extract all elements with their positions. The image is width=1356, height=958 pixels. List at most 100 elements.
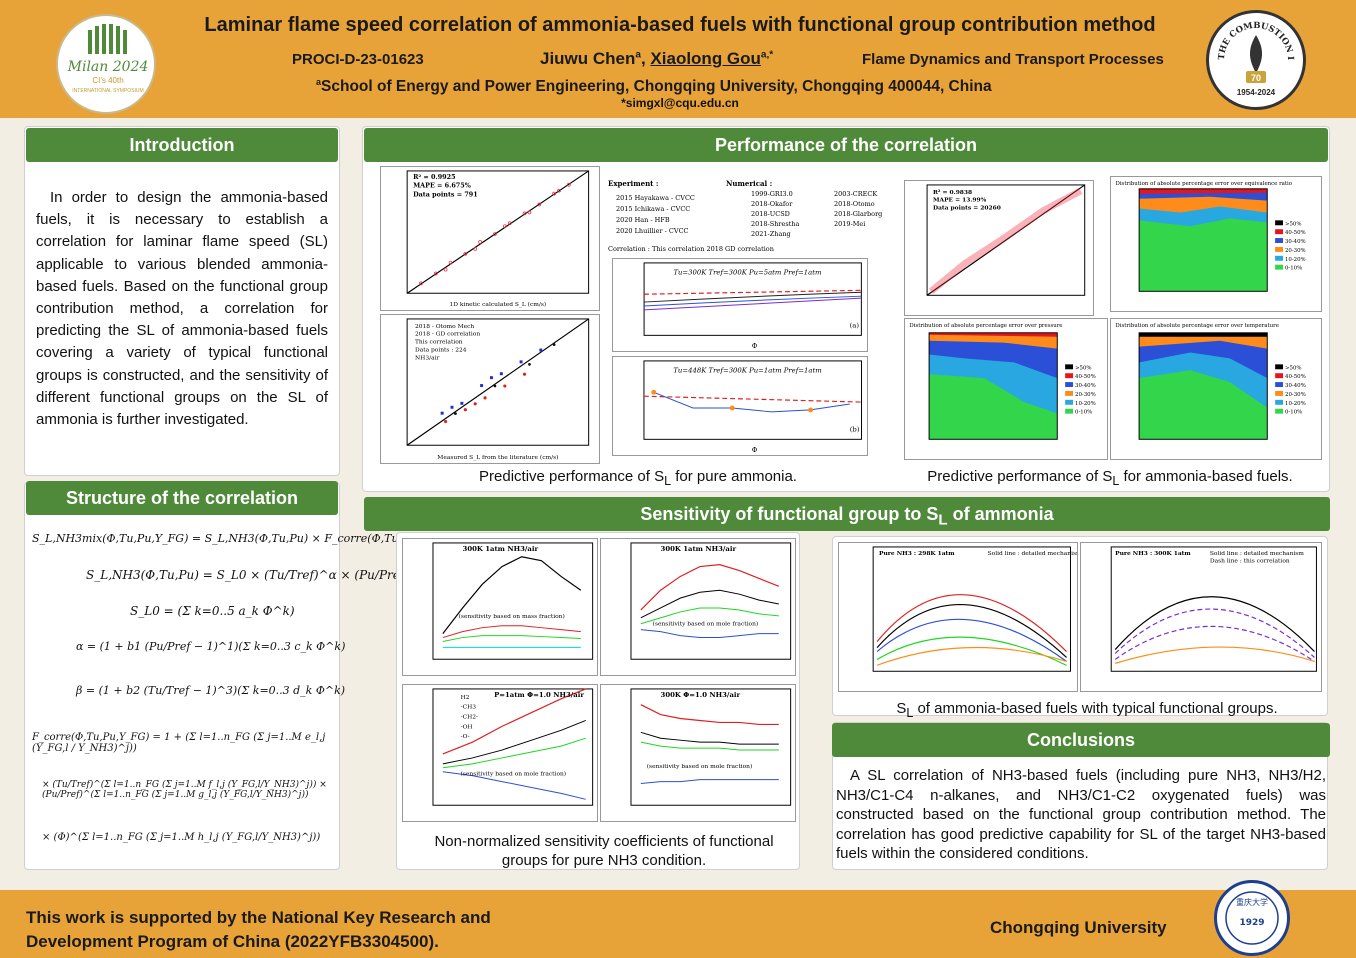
svg-text:30-40%: 30-40% [1075, 383, 1096, 389]
svg-text:0-10%: 0-10% [1075, 410, 1092, 416]
error-dist-pressure: Distribution of absolute percentage erro… [904, 318, 1108, 460]
sensitivity-title: Sensitivity of functional group to SL of… [364, 497, 1330, 531]
funding-note: This work is supported by the National K… [26, 908, 491, 951]
conclusions-text: A SL correlation of NH3-based fuels (inc… [836, 767, 1326, 862]
performance-caption-right: Predictive performance of SL for ammonia… [927, 468, 1293, 488]
equation-6: F_corre(Φ,Tu,Pu,Y_FG) = 1 + (Σ l=1..n_FG… [32, 732, 326, 754]
svg-text:(sensitivity based on mole fra: (sensitivity based on mole fraction) [461, 771, 567, 778]
svg-text:NH3/air: NH3/air [415, 355, 439, 361]
sensitivity-plot-b: 300K 1atm NH3/air (sensitivity based on … [600, 538, 796, 676]
poster-title: Laminar flame speed correlation of ammon… [204, 14, 1156, 36]
svg-text:2020 Han - HFB: 2020 Han - HFB [616, 216, 670, 224]
parity-plot-pure-nh3: R² = 0.9925 MAPE = 6.675% Data points = … [380, 166, 600, 311]
introduction-panel [24, 126, 340, 476]
svg-text:2018 - Otomo Mech: 2018 - Otomo Mech [415, 324, 474, 330]
sensitivity-plot-c: H2 -CH3 -CH2- -OH -O- P=1atm Φ=1.0 NH3/a… [402, 684, 598, 822]
svg-text:-CH2-: -CH2- [461, 715, 478, 721]
svg-text:2019-Mei: 2019-Mei [834, 220, 865, 228]
svg-text:-OH: -OH [461, 724, 473, 730]
svg-text:Data points = 791: Data points = 791 [413, 191, 478, 199]
svg-text:MAPE = 13.99%: MAPE = 13.99% [933, 197, 987, 204]
equation-1: S_L,NH3mix(Φ,Tu,Pu,Y_FG) = S_L,NH3(Φ,Tu,… [32, 532, 454, 545]
svg-text:20-30%: 20-30% [1075, 392, 1096, 398]
svg-text:2015 Hayakawa - CVCC: 2015 Hayakawa - CVCC [616, 194, 695, 202]
svg-text:>50%: >50% [1075, 365, 1092, 371]
error-dist-temperature: Distribution of absolute percentage erro… [1110, 318, 1322, 460]
introduction-text: In order to design the ammonia-based fue… [36, 189, 328, 429]
svg-text:Pure NH3 : 300K 1atm: Pure NH3 : 300K 1atm [1115, 550, 1191, 557]
equation-3: S_L0 = (Σ k=0..5 a_k Φ^k) [130, 604, 295, 618]
svg-text:300K 1atm NH3/air: 300K 1atm NH3/air [463, 545, 539, 553]
performance-legend: Experiment : 2015 Hayakawa - CVCC 2015 I… [606, 176, 892, 256]
equation-7: × (Tu/Tref)^(Σ l=1..n_FG (Σ j=1..M f_l,j… [42, 780, 327, 800]
header-banner [0, 0, 1356, 118]
authors: Jiuwu Chena, Xiaolong Goua,* [540, 49, 774, 68]
flame-speed-plot-right: Pure NH3 : 300K 1atm Solid line : detail… [1080, 542, 1322, 692]
svg-text:0-10%: 0-10% [1285, 410, 1302, 416]
svg-text:Solid line : detailed mechanis: Solid line : detailed mechanism [1210, 551, 1304, 557]
svg-text:-CH3: -CH3 [461, 705, 477, 711]
svg-text:Tu=300K Tref=300K Pu=5atm P: Tu=300K Tref=300K Pu=5atm Pref=1atm [673, 269, 822, 277]
svg-text:30-40%: 30-40% [1285, 239, 1306, 245]
svg-text:(b): (b) [850, 425, 860, 433]
svg-text:-O-: -O- [461, 734, 470, 740]
svg-text:10-20%: 10-20% [1075, 401, 1096, 407]
svg-text:This correlation: This correlation [415, 340, 463, 346]
svg-text:R² = 0.9925: R² = 0.9925 [413, 173, 455, 181]
svg-text:40-50%: 40-50% [1285, 374, 1306, 380]
svg-text:20-30%: 20-30% [1285, 248, 1306, 254]
svg-text:300K Φ=1.0 NH3/air: 300K Φ=1.0 NH3/air [661, 691, 741, 699]
svg-text:2018-Otomo: 2018-Otomo [834, 200, 875, 208]
svg-text:Distribution of absolute perce: Distribution of absolute percentage erro… [1115, 323, 1278, 329]
svg-text:(sensitivity based on mole fra: (sensitivity based on mole fraction) [653, 621, 759, 628]
svg-text:MAPE = 6.675%: MAPE = 6.675% [413, 182, 471, 190]
svg-text:300K 1atm NH3/air: 300K 1atm NH3/air [661, 545, 737, 553]
svg-text:Correlation : This correlatio: Correlation : This correlation 2018 GD c… [608, 245, 774, 253]
svg-text:>50%: >50% [1285, 365, 1302, 371]
flame-speed-plot-left: Pure NH3 : 298K 1atm Solid line : detail… [838, 542, 1078, 692]
equation-4: α = (1 + b1 (Pu/Pref − 1)^1)(Σ k=0..3 c_… [76, 640, 346, 653]
svg-text:1D kinetic calculated S_L (cm/: 1D kinetic calculated S_L (cm/s) [450, 301, 547, 308]
temperature-exponent-plot: Tu=448K Tref=300K Pu=1atm Pref=1atm (b) … [612, 356, 868, 456]
svg-text:Milan 2024: Milan 2024 [67, 59, 149, 75]
svg-text:Tu=448K Tref=300K Pu=1atm P: Tu=448K Tref=300K Pu=1atm Pref=1atm [673, 367, 822, 375]
university-name: Chongqing University [990, 918, 1167, 937]
pressure-exponent-plot: Tu=300K Tref=300K Pu=5atm Pref=1atm (a) … [612, 258, 868, 352]
svg-text:2003-CRECK: 2003-CRECK [834, 190, 877, 198]
svg-text:2018 - GD correlation: 2018 - GD correlation [415, 332, 480, 338]
svg-text:1999-GRI3.0: 1999-GRI3.0 [751, 190, 793, 198]
structure-panel [24, 482, 340, 870]
footer-banner [0, 890, 1356, 958]
flame-speed-caption: SL of ammonia-based fuels with typical f… [896, 700, 1278, 720]
parity-plot-blends: R² = 0.9838 MAPE = 13.99% Data points = … [904, 180, 1094, 316]
email: *simgxl@cqu.edu.cn [621, 96, 739, 110]
svg-text:10-20%: 10-20% [1285, 401, 1306, 407]
equation-2: S_L,NH3(Φ,Tu,Pu) = S_L0 × (Tu/Tref)^α × … [86, 568, 426, 582]
svg-text:2018-UCSD: 2018-UCSD [751, 210, 790, 218]
chongqing-university-seal: 重庆大学 1929 [1214, 880, 1290, 956]
svg-text:70: 70 [1251, 73, 1261, 83]
measured-vs-calculated-plot: 2018 - Otomo Mech 2018 - GD correlation … [380, 314, 600, 464]
svg-text:>50%: >50% [1285, 221, 1302, 227]
affiliation: aSchool of Energy and Power Engineering,… [316, 77, 992, 96]
svg-text:Numerical :: Numerical : [726, 179, 772, 188]
svg-text:(sensitivity based on mole fra: (sensitivity based on mole fraction) [647, 763, 753, 770]
svg-text:(a): (a) [850, 322, 860, 330]
paper-id: PROCI-D-23-01623 [292, 51, 424, 68]
svg-text:2020 Lhuillier - CVCC: 2020 Lhuillier - CVCC [616, 227, 689, 235]
svg-text:INTERNATIONAL SYMPOSIUM: INTERNATIONAL SYMPOSIUM [72, 88, 143, 94]
svg-text:1954-2024: 1954-2024 [1237, 88, 1276, 97]
svg-text:Φ: Φ [752, 342, 758, 350]
svg-text:P=1atm Φ=1.0 NH3/air: P=1atm Φ=1.0 NH3/air [494, 691, 584, 699]
svg-text:0-10%: 0-10% [1285, 266, 1302, 272]
svg-text:40-50%: 40-50% [1285, 230, 1306, 236]
svg-text:Distribution of absolute perce: Distribution of absolute percentage erro… [909, 323, 1062, 329]
svg-text:Data points : 224: Data points : 224 [415, 348, 467, 354]
sensitivity-caption: Non-normalized sensitivity coefficients … [434, 833, 774, 869]
svg-text:Dash line : this correlation: Dash line : this correlation [1210, 559, 1290, 565]
equation-5: β = (1 + b2 (Tu/Tref − 1)^3)(Σ k=0..3 d_… [76, 684, 346, 697]
svg-text:H2: H2 [461, 695, 470, 701]
svg-text:Data points = 20260: Data points = 20260 [933, 205, 1001, 212]
error-dist-equivalence-ratio: Distribution of absolute percentage erro… [1110, 176, 1322, 312]
svg-text:2018-Shrestha: 2018-Shrestha [751, 220, 799, 228]
